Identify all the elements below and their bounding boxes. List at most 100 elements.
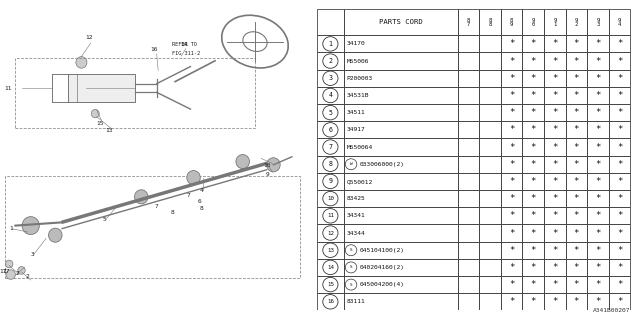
Bar — [609, 52, 630, 70]
Bar — [317, 259, 344, 276]
Bar — [522, 242, 544, 259]
Text: *: * — [509, 142, 515, 152]
Bar — [544, 276, 566, 293]
Bar — [522, 207, 544, 224]
Bar — [522, 293, 544, 310]
Bar — [501, 293, 522, 310]
Text: *: * — [573, 142, 579, 152]
Text: 8
7: 8 7 — [467, 18, 470, 27]
Bar — [317, 70, 344, 87]
Bar — [609, 224, 630, 242]
Bar — [544, 104, 566, 121]
Text: *: * — [531, 177, 536, 186]
Text: *: * — [531, 91, 536, 100]
Bar — [501, 156, 522, 173]
Bar — [566, 121, 588, 139]
Text: *: * — [617, 108, 622, 117]
Bar — [479, 190, 501, 207]
Bar — [344, 104, 458, 121]
Text: 8: 8 — [199, 205, 203, 211]
Text: 9
1: 9 1 — [553, 18, 556, 27]
Text: *: * — [595, 91, 601, 100]
Bar — [479, 207, 501, 224]
Text: 34917: 34917 — [347, 127, 365, 132]
Bar — [458, 242, 479, 259]
Text: *: * — [573, 39, 579, 48]
Text: *: * — [509, 177, 515, 186]
Bar — [609, 87, 630, 104]
Bar — [566, 190, 588, 207]
Bar — [344, 190, 458, 207]
Bar — [522, 35, 544, 52]
Text: *: * — [595, 297, 601, 306]
Text: *: * — [573, 263, 579, 272]
Text: *: * — [509, 263, 515, 272]
Text: *: * — [509, 125, 515, 134]
Bar — [566, 70, 588, 87]
Bar — [479, 9, 501, 35]
Bar — [317, 293, 344, 310]
Text: *: * — [531, 280, 536, 289]
Text: *: * — [573, 228, 579, 237]
Bar — [317, 139, 344, 156]
Bar — [588, 139, 609, 156]
Bar — [501, 87, 522, 104]
Bar — [501, 173, 522, 190]
Bar — [479, 35, 501, 52]
Text: *: * — [573, 125, 579, 134]
Text: 16: 16 — [327, 299, 334, 304]
Bar — [458, 190, 479, 207]
Text: *: * — [531, 57, 536, 66]
Bar — [501, 35, 522, 52]
Text: *: * — [531, 125, 536, 134]
Text: 2: 2 — [15, 271, 19, 276]
Text: *: * — [617, 142, 622, 152]
Text: 34344: 34344 — [347, 230, 365, 236]
Text: *: * — [573, 297, 579, 306]
Bar — [317, 276, 344, 293]
Bar — [566, 87, 588, 104]
Bar — [458, 70, 479, 87]
Bar — [501, 104, 522, 121]
Text: *: * — [552, 228, 557, 237]
Bar — [344, 87, 458, 104]
Bar — [317, 224, 344, 242]
Bar — [501, 190, 522, 207]
Bar — [588, 87, 609, 104]
Bar — [588, 121, 609, 139]
Bar — [544, 35, 566, 52]
Bar — [588, 70, 609, 87]
Text: 7: 7 — [187, 193, 191, 198]
Bar — [544, 121, 566, 139]
Text: *: * — [573, 74, 579, 83]
Text: 15: 15 — [327, 282, 334, 287]
Bar — [544, 87, 566, 104]
Bar — [501, 242, 522, 259]
Bar — [479, 139, 501, 156]
Bar — [458, 224, 479, 242]
Bar — [458, 121, 479, 139]
Bar — [544, 242, 566, 259]
Text: S: S — [349, 283, 353, 287]
Bar — [344, 35, 458, 52]
Bar — [344, 52, 458, 70]
Text: 34531B: 34531B — [347, 93, 369, 98]
Bar — [344, 139, 458, 156]
Text: *: * — [573, 211, 579, 220]
Text: 34170: 34170 — [347, 41, 365, 46]
Text: 16: 16 — [150, 47, 157, 52]
Text: 045104100(2): 045104100(2) — [360, 248, 404, 253]
Text: 5: 5 — [328, 110, 332, 116]
Bar — [588, 224, 609, 242]
Text: *: * — [552, 211, 557, 220]
Text: 9: 9 — [328, 179, 332, 184]
Bar — [522, 224, 544, 242]
Bar — [566, 207, 588, 224]
Bar — [344, 9, 458, 35]
Bar — [479, 276, 501, 293]
Bar — [609, 104, 630, 121]
Bar — [344, 70, 458, 87]
Text: 11: 11 — [4, 85, 12, 91]
Text: 8
8: 8 8 — [488, 18, 492, 27]
Bar — [566, 259, 588, 276]
